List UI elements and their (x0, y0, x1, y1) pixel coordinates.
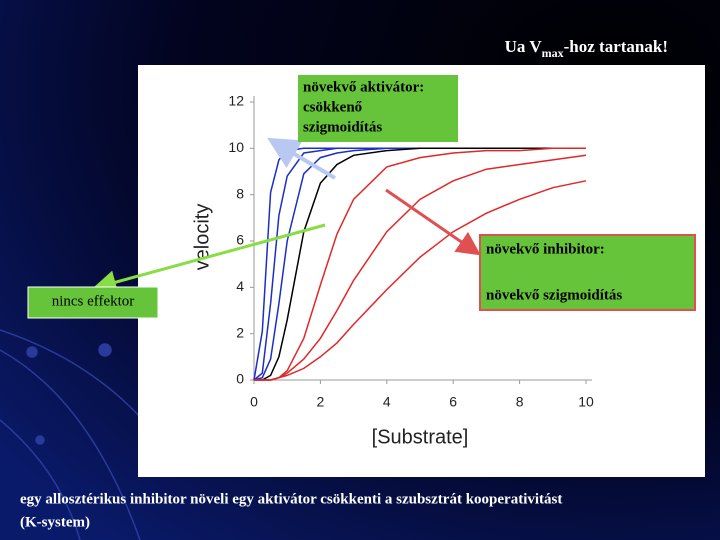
y-tick-label: 4 (236, 278, 244, 294)
arrow (385, 188, 481, 256)
caption: egy allosztérikus inhibitor növeli egy a… (20, 491, 562, 507)
x-tick-label: 10 (578, 394, 594, 410)
y-tick-label: 2 (236, 324, 244, 340)
y-axis-label: velocity (191, 204, 213, 271)
y-tick-label: 8 (236, 185, 244, 201)
series-line (254, 147, 586, 381)
x-tick-label: 6 (449, 394, 457, 410)
annotation-text: növekvő szigmoidítás (486, 287, 622, 303)
title-part: Ua V (505, 37, 543, 56)
plot: 0 2 4 6 8 10 12 0 2 4 6 8 10 (228, 93, 594, 410)
decoration (0, 329, 181, 540)
x-tick-label: 0 (250, 394, 258, 410)
y-tick-label: 10 (228, 139, 244, 155)
annotation-text: növekvő aktivátor: (303, 79, 424, 95)
arrow (267, 137, 337, 180)
annotation-text: szigmoidítás (303, 119, 382, 135)
slide-title: Ua Vmax-hoz tartanak! (505, 37, 668, 60)
y-tick-label: 6 (236, 232, 244, 248)
title-part: -hoz tartanak! (564, 37, 668, 56)
y-tick-label: 0 (236, 371, 244, 387)
annotations: növekvő aktivátor: csökkenő szigmoidítás nö… (27, 75, 696, 319)
y-tick-label: 12 (228, 93, 244, 109)
series-line (254, 180, 587, 381)
annotation-box (298, 75, 458, 142)
caption: (K-system) (20, 514, 90, 530)
title-subscript: max (542, 46, 564, 60)
annotation-box (479, 234, 696, 311)
annotation-text: csökkenő (303, 99, 363, 115)
x-tick-label: 2 (317, 394, 325, 410)
annotation-text: nincs effektor (52, 293, 135, 309)
annotation-text: növekvő inhibitor: (486, 241, 605, 257)
arrow (92, 223, 326, 294)
x-axis-label: [Substrate] (372, 426, 469, 448)
annotation-box (27, 286, 159, 319)
x-tick-label: 4 (383, 394, 391, 410)
x-tick-label: 8 (516, 394, 524, 410)
